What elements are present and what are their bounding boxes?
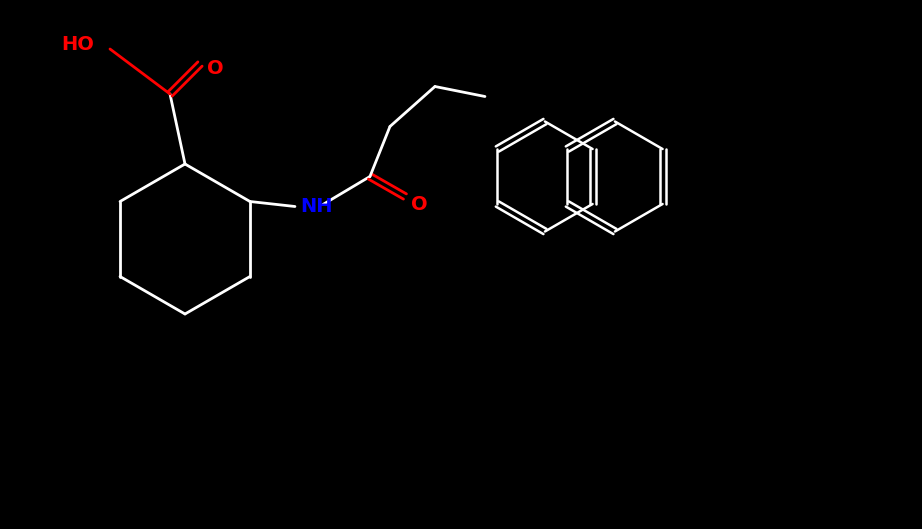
- Text: NH: NH: [300, 197, 333, 216]
- Text: O: O: [207, 59, 223, 78]
- Text: HO: HO: [62, 34, 94, 53]
- Text: O: O: [410, 195, 427, 214]
